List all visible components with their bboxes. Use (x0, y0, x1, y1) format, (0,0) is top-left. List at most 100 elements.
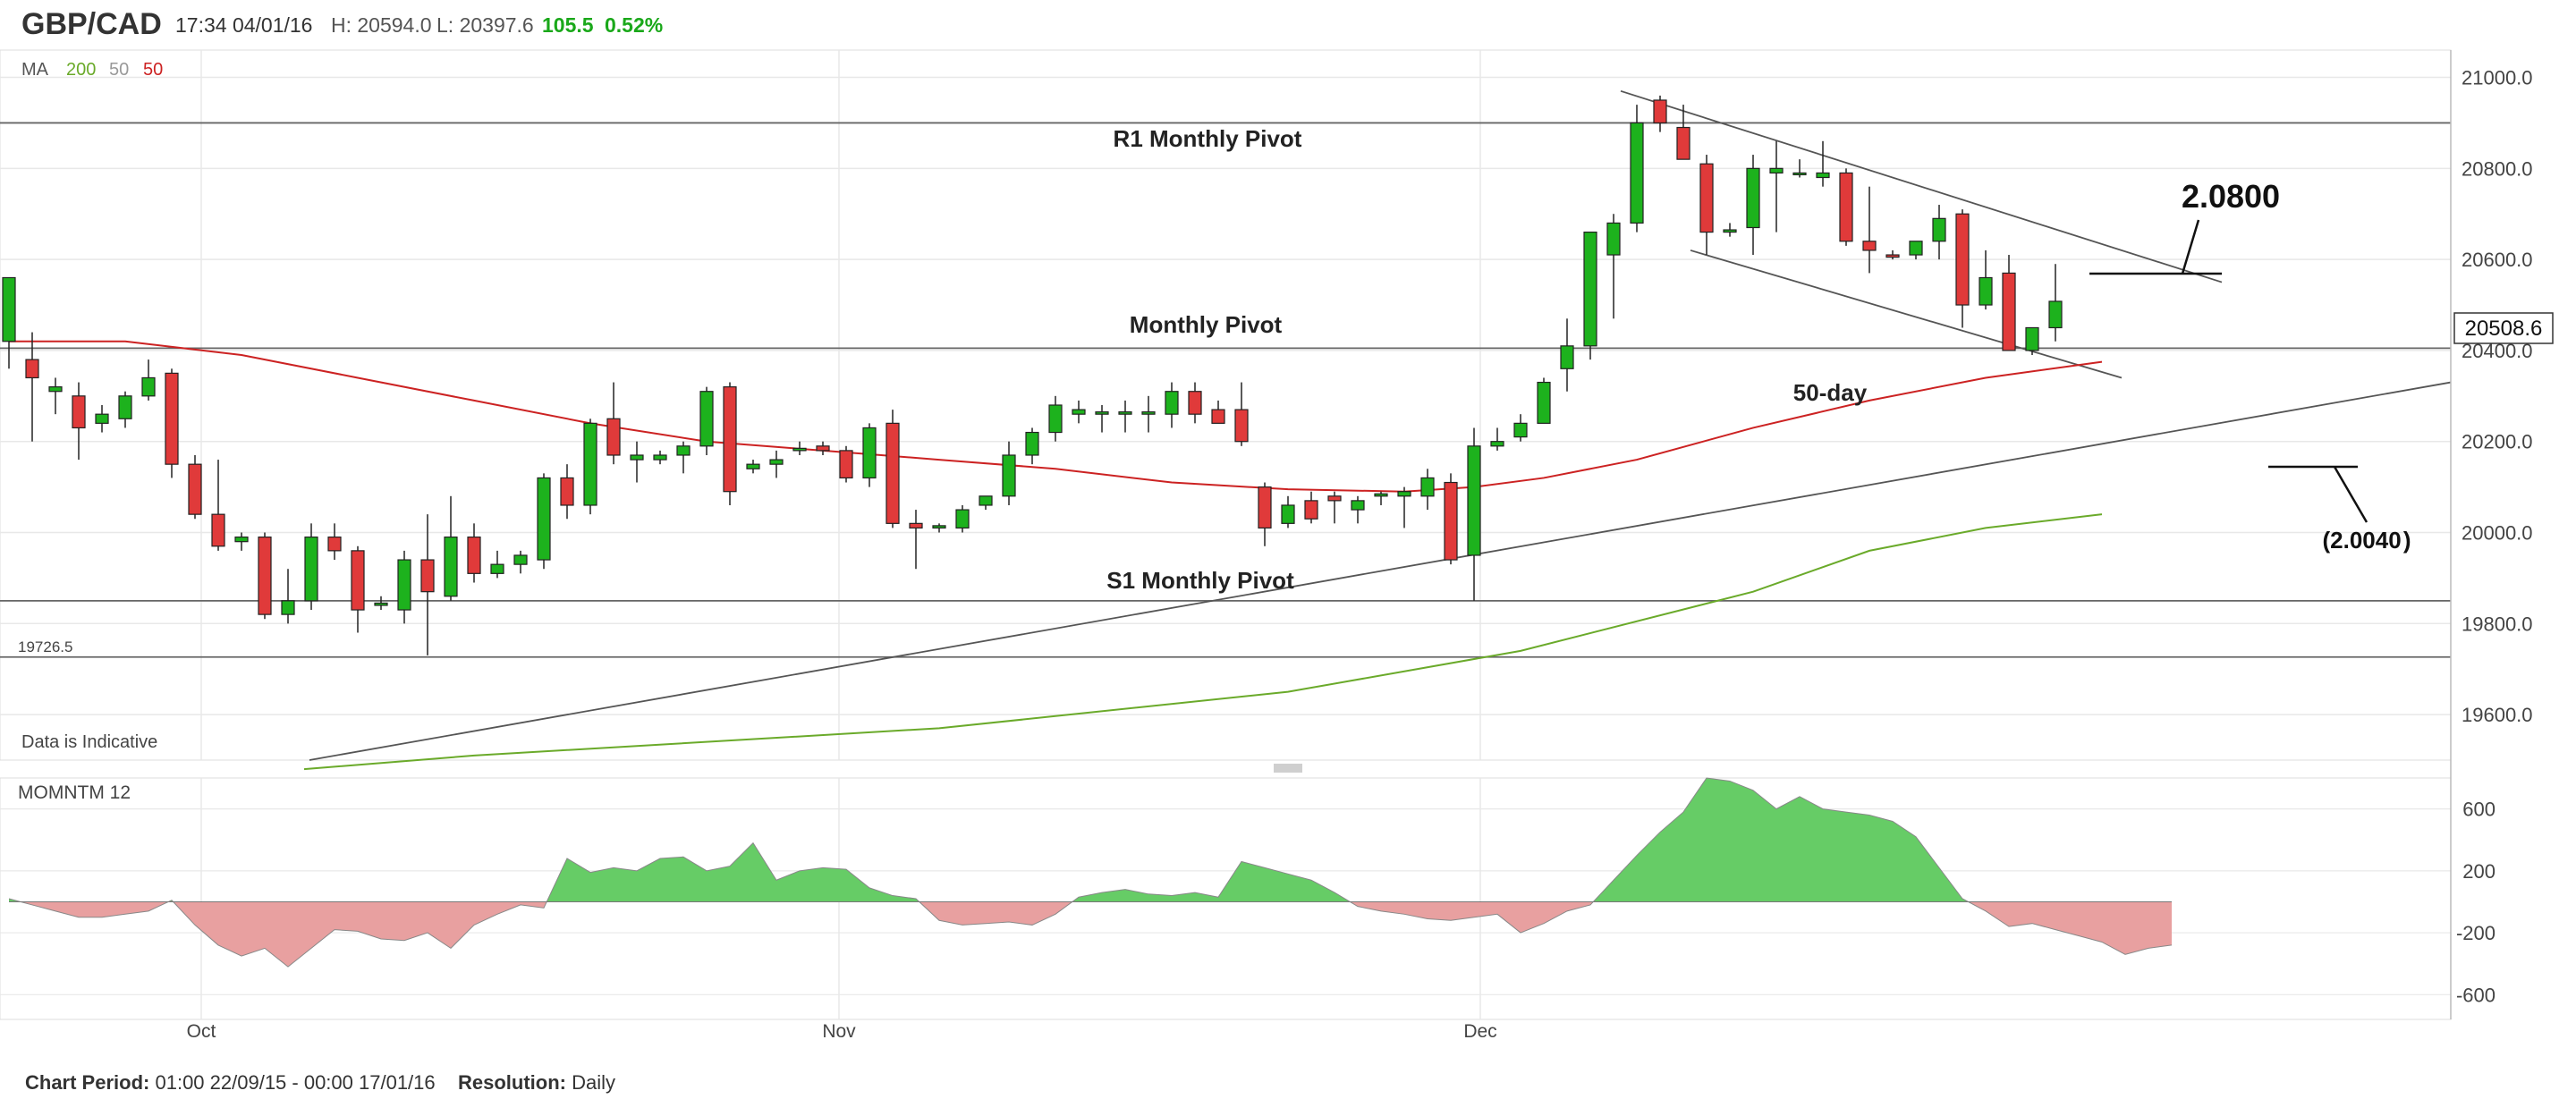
candle-down-body (1327, 495, 1342, 502)
candle (1560, 318, 1574, 392)
candle (1792, 159, 1807, 178)
candle-up-body (1072, 409, 1086, 415)
momentum-positive-area (1311, 880, 1335, 902)
candle (95, 405, 109, 433)
momentum-negative-area (1986, 901, 2009, 927)
candle (351, 545, 365, 633)
candle (1885, 249, 1900, 260)
momentum-negative-area (311, 901, 335, 949)
candle (1490, 427, 1504, 451)
candle-up-body (1025, 431, 1039, 456)
target-up-label: 2.0800 (2182, 178, 2280, 215)
candle (118, 391, 132, 428)
momentum-negative-area (288, 901, 311, 968)
momentum-negative-area (335, 901, 358, 932)
candle-up-body (583, 422, 597, 506)
momentum-positive-area (1683, 778, 1707, 902)
candle (1676, 105, 1690, 160)
candle (281, 569, 295, 624)
candle-up-body (1420, 477, 1435, 497)
candle (1048, 395, 1063, 442)
candle-down-body (351, 550, 365, 611)
candle-up-body (932, 525, 946, 529)
candle-down-body (816, 445, 830, 452)
candle (1281, 495, 1295, 528)
candle (653, 450, 667, 465)
momentum-positive-area (590, 867, 614, 902)
momentum-positive-area (1637, 832, 1660, 902)
candle-down-body (1862, 241, 1877, 251)
momentum-positive-area (916, 899, 939, 902)
momentum-positive-area (1195, 892, 1218, 902)
momentum-positive-area (1102, 889, 1125, 902)
candle (1304, 491, 1318, 524)
momentum-negative-area (1521, 901, 1544, 934)
momentum-negative-area (1358, 901, 1381, 911)
candle (909, 510, 923, 570)
candle (374, 596, 388, 611)
target-down-label: (2.0040 ) (2322, 527, 2411, 554)
candle-down-body (420, 559, 435, 593)
candle (1351, 495, 1365, 524)
grid (0, 49, 2452, 1020)
candle-up-body (1816, 172, 1830, 179)
momentum-negative-area (1055, 901, 1079, 915)
momentum-positive-area (1218, 861, 1241, 902)
change-percent: 0.52% (605, 13, 664, 37)
candle-down-body (2002, 272, 2016, 351)
main-pane-border (0, 49, 2452, 761)
candle-down-body (327, 537, 342, 552)
candle (537, 473, 551, 570)
momentum-positive-area (1869, 815, 1893, 902)
momentum-positive-area (1148, 893, 1172, 902)
candle-up-body (1630, 122, 1644, 224)
candle (583, 418, 597, 515)
momentum-positive-area (1288, 874, 1311, 902)
momentum-positive-area (1660, 812, 1683, 902)
candle (676, 441, 691, 474)
target-down-leader (2333, 466, 2368, 523)
momentum-positive-area (1125, 889, 1148, 902)
momentum-positive-area (893, 895, 916, 902)
candle-up-body (1351, 500, 1365, 511)
low-value: L: 20397.6 (436, 13, 534, 37)
momentum-positive-area (1730, 781, 1753, 902)
candle (816, 441, 830, 455)
momentum-negative-area (916, 901, 939, 921)
candle-up-body (1165, 391, 1179, 415)
candle-down-body (1676, 126, 1690, 160)
candle-up-body (1048, 404, 1063, 434)
candle-up-body (1141, 411, 1156, 415)
momentum-positive-area (800, 867, 823, 902)
pane-resize-handle[interactable] (1274, 764, 1302, 773)
candle (1211, 400, 1225, 424)
momentum-negative-area (9, 901, 32, 905)
moving-averages (9, 340, 2103, 771)
candle (1234, 382, 1249, 446)
momentum-negative-area (79, 901, 102, 917)
momentum-area (8, 777, 2173, 968)
candle (1769, 140, 1784, 232)
candle-up-body (2025, 326, 2039, 351)
candle (630, 441, 644, 483)
momentum-y-tick-label: 200 (2462, 860, 2496, 883)
candle-up-body (397, 559, 411, 611)
candle (1537, 377, 1551, 424)
candle-up-body (118, 395, 132, 419)
candle-down-body (188, 463, 202, 515)
momentum-negative-area (474, 901, 497, 926)
candle (1188, 382, 1202, 424)
candle-down-body (1211, 409, 1225, 424)
chart-period-label: Chart Period: (25, 1071, 150, 1094)
candle (1095, 405, 1109, 433)
momentum-negative-area (1590, 901, 1614, 905)
annotation-pointers (2089, 219, 2368, 523)
candle-up-body (1606, 222, 1621, 256)
momentum-positive-area (1241, 861, 1265, 902)
candle-up-body (95, 413, 109, 424)
momentum-positive-area (1753, 790, 1776, 902)
resolution-value: Daily (572, 1071, 616, 1094)
candle (165, 368, 179, 478)
candle (1630, 105, 1644, 232)
